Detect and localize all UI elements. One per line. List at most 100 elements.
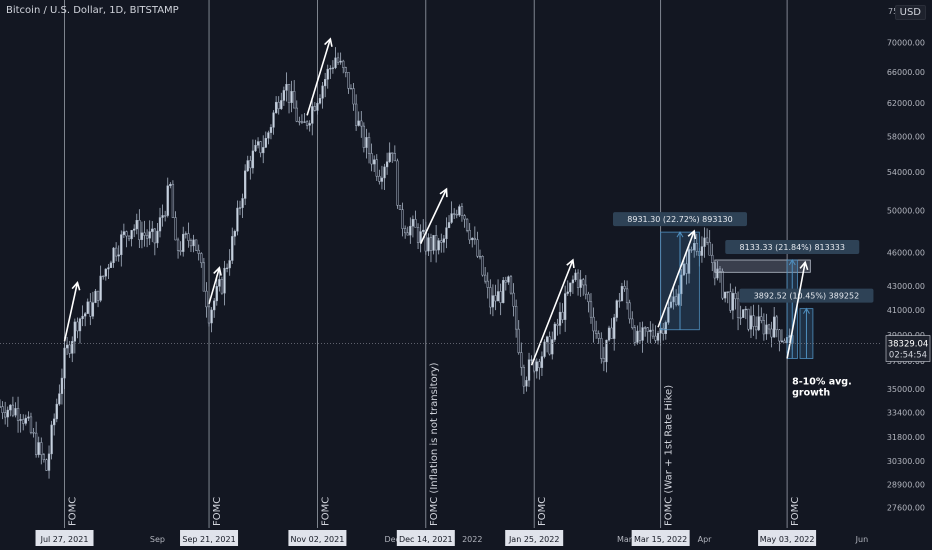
candle-body	[96, 290, 100, 301]
candle-body	[553, 323, 556, 340]
candle-body	[349, 88, 353, 90]
candle-body	[246, 160, 249, 172]
candle-body	[280, 100, 283, 110]
trend-arrows[interactable]	[63, 37, 809, 366]
fomc-label: FOMC (Inflation is not transitory)	[429, 362, 440, 526]
candle-body	[68, 344, 71, 354]
candle-body	[628, 302, 631, 320]
candle-body	[256, 141, 260, 146]
candle-body	[308, 123, 311, 126]
candle-body	[138, 220, 141, 240]
candle-body	[156, 230, 159, 244]
candle-body	[65, 344, 69, 349]
candle-body	[233, 230, 236, 237]
candle-body	[703, 237, 706, 247]
candle-body	[16, 408, 20, 421]
candle-body	[489, 287, 492, 308]
candle-body	[551, 339, 554, 355]
candle-body	[378, 175, 381, 182]
candle-body	[731, 293, 735, 311]
date-badge-label: Jul 27, 2021	[40, 535, 89, 544]
candle-body	[254, 145, 257, 152]
time-tick: 2022	[462, 535, 482, 544]
candle-body	[200, 253, 203, 264]
candle-body	[667, 307, 670, 323]
candle-body	[641, 327, 644, 341]
candle-body	[285, 83, 288, 91]
candle-body	[525, 380, 528, 387]
candle-body	[122, 231, 126, 235]
candle-body	[625, 288, 629, 304]
measurement-tools[interactable]: 8931.30 (22.72%) 893130 8133.33 (21.84%) …	[613, 212, 874, 359]
candle-body	[579, 279, 582, 288]
candle-body	[465, 218, 469, 231]
candle-body	[432, 235, 435, 251]
candle-body	[205, 290, 208, 308]
candle-body	[264, 137, 267, 148]
candle-body	[509, 276, 513, 294]
candle-body	[460, 206, 464, 216]
candle-body	[380, 177, 384, 182]
candle-body	[767, 324, 771, 330]
candle-body	[545, 336, 549, 343]
candle-body	[484, 274, 487, 282]
candle-body	[434, 235, 438, 251]
candle-body	[19, 419, 22, 421]
candle-body	[58, 393, 61, 405]
candle-body	[770, 328, 773, 338]
candle-body	[582, 279, 585, 286]
candle-body	[202, 262, 206, 292]
candle-body	[300, 121, 304, 123]
symbol-title[interactable]: Bitcoin / U.S. Dollar, 1D, BITSTAMP	[6, 5, 179, 16]
candle-body	[262, 147, 265, 154]
candle-body	[375, 159, 378, 177]
currency-badge[interactable]: USD	[894, 5, 926, 20]
candle-body	[102, 275, 105, 278]
candle-body	[409, 225, 412, 236]
candle-body	[687, 249, 691, 274]
candle-body	[685, 263, 688, 274]
price-tick: 62000.00	[887, 99, 925, 108]
candle-body	[736, 298, 740, 318]
candle-body	[760, 316, 763, 321]
time-tick: Dec	[385, 535, 400, 544]
candle-body	[633, 327, 636, 343]
candle-body	[429, 237, 433, 251]
candle-body	[47, 453, 51, 471]
candle-body	[494, 295, 497, 302]
price-tick: 70000.00	[887, 38, 925, 47]
candle-body	[109, 262, 113, 268]
candle-body	[290, 91, 293, 103]
candle-body	[365, 137, 368, 148]
date-badge	[505, 530, 564, 546]
candle-body	[587, 293, 590, 303]
candle-body	[453, 213, 456, 215]
candle-body	[514, 305, 518, 330]
candle-body	[721, 271, 724, 299]
candle-body	[50, 424, 53, 455]
candle-body	[478, 255, 482, 258]
time-axis[interactable]: Sep Dec 2022 Mar Apr Jun Jul 27, 2021 Sep 21, 2…	[35, 530, 869, 546]
candle-body	[171, 183, 175, 218]
candle-body	[496, 291, 500, 302]
candle-body	[259, 141, 262, 154]
candle-body	[548, 336, 551, 355]
date-badge	[180, 530, 239, 546]
trend-arrowhead	[324, 37, 333, 47]
candle-body	[507, 276, 510, 283]
candle-body	[197, 249, 200, 254]
candle-body	[143, 232, 146, 236]
candle-body	[455, 213, 458, 216]
trend-arrow	[530, 259, 574, 366]
candle-body	[656, 333, 660, 341]
time-tick: Apr	[698, 535, 713, 544]
candle-body	[638, 330, 642, 341]
projection-box	[714, 259, 811, 273]
price-axis[interactable]: 70000.00 66000.00 62000.00 58000.00 54000.00…	[885, 7, 931, 513]
candle-body	[78, 318, 82, 332]
candle-body	[76, 321, 79, 332]
candle-body	[27, 416, 30, 419]
candle-body	[164, 215, 167, 217]
candle-body	[651, 329, 655, 337]
